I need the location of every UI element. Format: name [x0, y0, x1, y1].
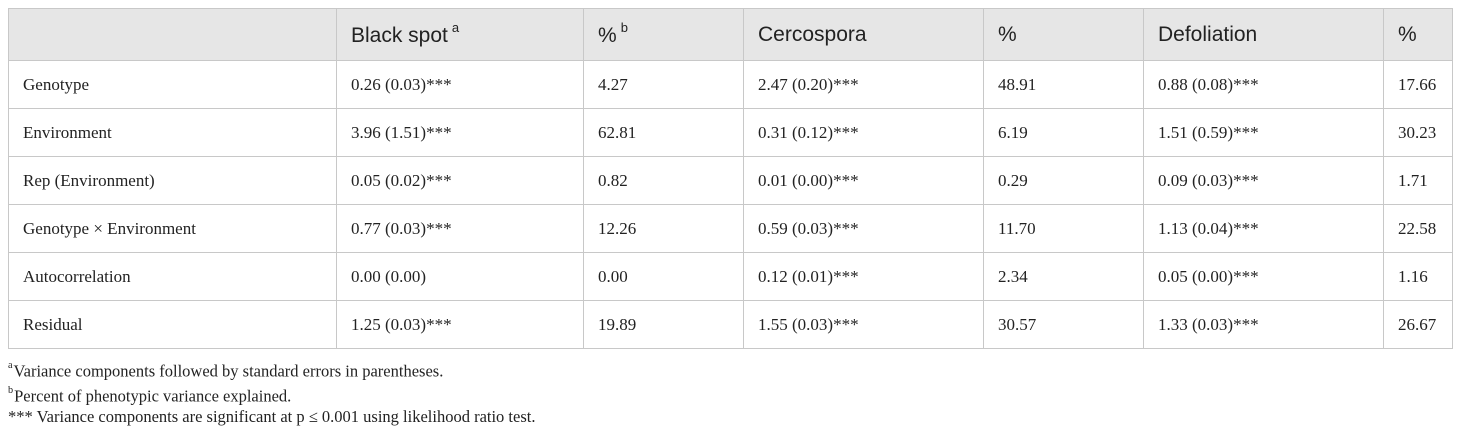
table-body: Genotype 0.26 (0.03)*** 4.27 2.47 (0.20)***… [8, 60, 1453, 349]
table-cell: Genotype [8, 60, 337, 109]
header-cell: % [983, 8, 1144, 61]
table-cell: 11.70 [983, 204, 1144, 253]
table-cell: 0.05 (0.02)*** [336, 156, 584, 205]
table-row: Residual 1.25 (0.03)*** 19.89 1.55 (0.03)**… [8, 300, 1453, 349]
table-cell: 6.19 [983, 108, 1144, 157]
table-cell: 19.89 [583, 300, 744, 349]
footnotes: aVariance components followed by standar… [8, 356, 535, 430]
table-cell: Autocorrelation [8, 252, 337, 301]
table-cell: 0.12 (0.01)*** [743, 252, 984, 301]
table-cell: 1.51 (0.59)*** [1143, 108, 1384, 157]
table-cell: Genotype × Environment [8, 204, 337, 253]
footnote-mark: a [8, 360, 13, 371]
table-row: Genotype 0.26 (0.03)*** 4.27 2.47 (0.20)***… [8, 60, 1453, 109]
header-cell: Defoliation [1143, 8, 1384, 61]
table-cell: 62.81 [583, 108, 744, 157]
table-cell: 1.55 (0.03)*** [743, 300, 984, 349]
table-cell: 1.25 (0.03)*** [336, 300, 584, 349]
table-cell: 0.26 (0.03)*** [336, 60, 584, 109]
table-cell: 17.66 [1383, 60, 1453, 109]
header-text: % [1398, 22, 1417, 46]
table-cell: 1.13 (0.04)*** [1143, 204, 1384, 253]
table-cell: 0.31 (0.12)*** [743, 108, 984, 157]
table-cell: 4.27 [583, 60, 744, 109]
header-row: Black spot a% b Cercospora% Defoliation% [8, 8, 1453, 61]
header-text: % [998, 22, 1017, 46]
table-cell: 1.71 [1383, 156, 1453, 205]
table-cell: 30.23 [1383, 108, 1453, 157]
table-cell: 0.29 [983, 156, 1144, 205]
table-row: Rep (Environment) 0.05 (0.02)*** 0.82 0.01 … [8, 156, 1453, 205]
header-cell: Black spot a [336, 8, 584, 61]
footnote: bPercent of phenotypic variance explaine… [8, 381, 535, 406]
table-cell: 0.09 (0.03)*** [1143, 156, 1384, 205]
table-row: Autocorrelation 0.00 (0.00) 0.00 0.12 (0.01… [8, 252, 1453, 301]
table-cell: 0.59 (0.03)*** [743, 204, 984, 253]
table-cell: 12.26 [583, 204, 744, 253]
header-text: Cercospora [758, 22, 867, 46]
note-mark: a [451, 19, 460, 35]
table-cell: 0.82 [583, 156, 744, 205]
table-cell: 0.05 (0.00)*** [1143, 252, 1384, 301]
table-cell: 26.67 [1383, 300, 1453, 349]
header-cell [8, 8, 337, 61]
variance-table: Black spot a% b Cercospora% Defoliation% Gen… [8, 8, 1453, 349]
table-cell: 3.96 (1.51)*** [336, 108, 584, 157]
note-mark: b [620, 19, 628, 35]
header-text: Black spot [351, 23, 448, 47]
footnote: *** Variance components are significant … [8, 405, 535, 430]
footnote-text: Variance components followed by standard… [13, 361, 444, 381]
header-text: Defoliation [1158, 22, 1258, 46]
table-cell: 30.57 [983, 300, 1144, 349]
table-cell: 2.34 [983, 252, 1144, 301]
table-cell: Residual [8, 300, 337, 349]
table-cell: 0.77 (0.03)*** [336, 204, 584, 253]
table-cell: 0.00 [583, 252, 744, 301]
header-cell: % [1383, 8, 1453, 61]
table-cell: 22.58 [1383, 204, 1453, 253]
table-row: Genotype × Environment 0.77 (0.03)*** 12.2… [8, 204, 1453, 253]
footnote-text: Percent of phenotypic variance explained… [14, 386, 292, 405]
table-cell: 0.01 (0.00)*** [743, 156, 984, 205]
table-cell: 2.47 (0.20)*** [743, 60, 984, 109]
table-cell: 0.00 (0.00) [336, 252, 584, 301]
footnote: aVariance components followed by standar… [8, 356, 535, 381]
table-row: Environment 3.96 (1.51)*** 62.81 0.31 (0.12… [8, 108, 1453, 157]
table-cell: 48.91 [983, 60, 1144, 109]
footnote-mark: b [8, 384, 14, 396]
table-cell: 1.16 [1383, 252, 1453, 301]
table-cell: 0.88 (0.08)*** [1143, 60, 1384, 109]
header-cell: Cercospora [743, 8, 984, 61]
header-cell: % b [583, 8, 744, 61]
footnote-text: *** Variance components are significant … [8, 407, 536, 426]
table-cell: Rep (Environment) [8, 156, 337, 205]
table-cell: Environment [8, 108, 337, 157]
header-text: % [598, 23, 617, 47]
table-cell: 1.33 (0.03)*** [1143, 300, 1384, 349]
